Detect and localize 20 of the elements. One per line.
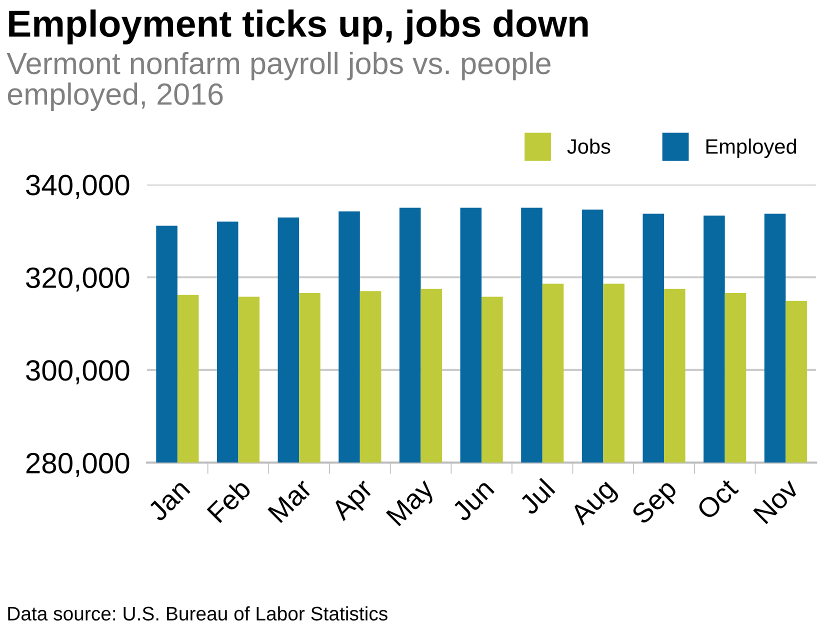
x-tick-label: Sep bbox=[630, 478, 682, 529]
legend-label: Employed bbox=[706, 138, 796, 158]
x-tick-label: Aug bbox=[569, 478, 620, 530]
source-note: Data source: U.S. Bureau of Labor Statistics bbox=[8, 606, 388, 621]
x-tick-label: Oct bbox=[696, 477, 740, 521]
y-tick-label: 320,000 bbox=[26, 267, 130, 292]
x-tick-label: Jan bbox=[146, 478, 191, 522]
x-tick-label: May bbox=[386, 477, 440, 530]
x-tick-label: Feb bbox=[206, 477, 252, 524]
y-tick-label: 280,000 bbox=[26, 452, 130, 477]
y-tick-label: 340,000 bbox=[26, 174, 130, 199]
x-tick-label: Jun bbox=[450, 478, 495, 522]
x-tick-label: Nov bbox=[753, 477, 800, 524]
y-tick-label: 300,000 bbox=[26, 360, 130, 384]
x-tick-label: Jul bbox=[518, 478, 556, 516]
chart-subtitle: Vermont nonfarm payroll jobs vs. people employed, 2016 bbox=[6, 52, 550, 112]
chart-title: Employment ticks up, jobs down bbox=[9, 9, 588, 44]
legend-label: Jobs bbox=[567, 138, 610, 154]
x-tick-label: Mar bbox=[268, 478, 314, 524]
x-tick-label: Apr bbox=[330, 478, 378, 526]
